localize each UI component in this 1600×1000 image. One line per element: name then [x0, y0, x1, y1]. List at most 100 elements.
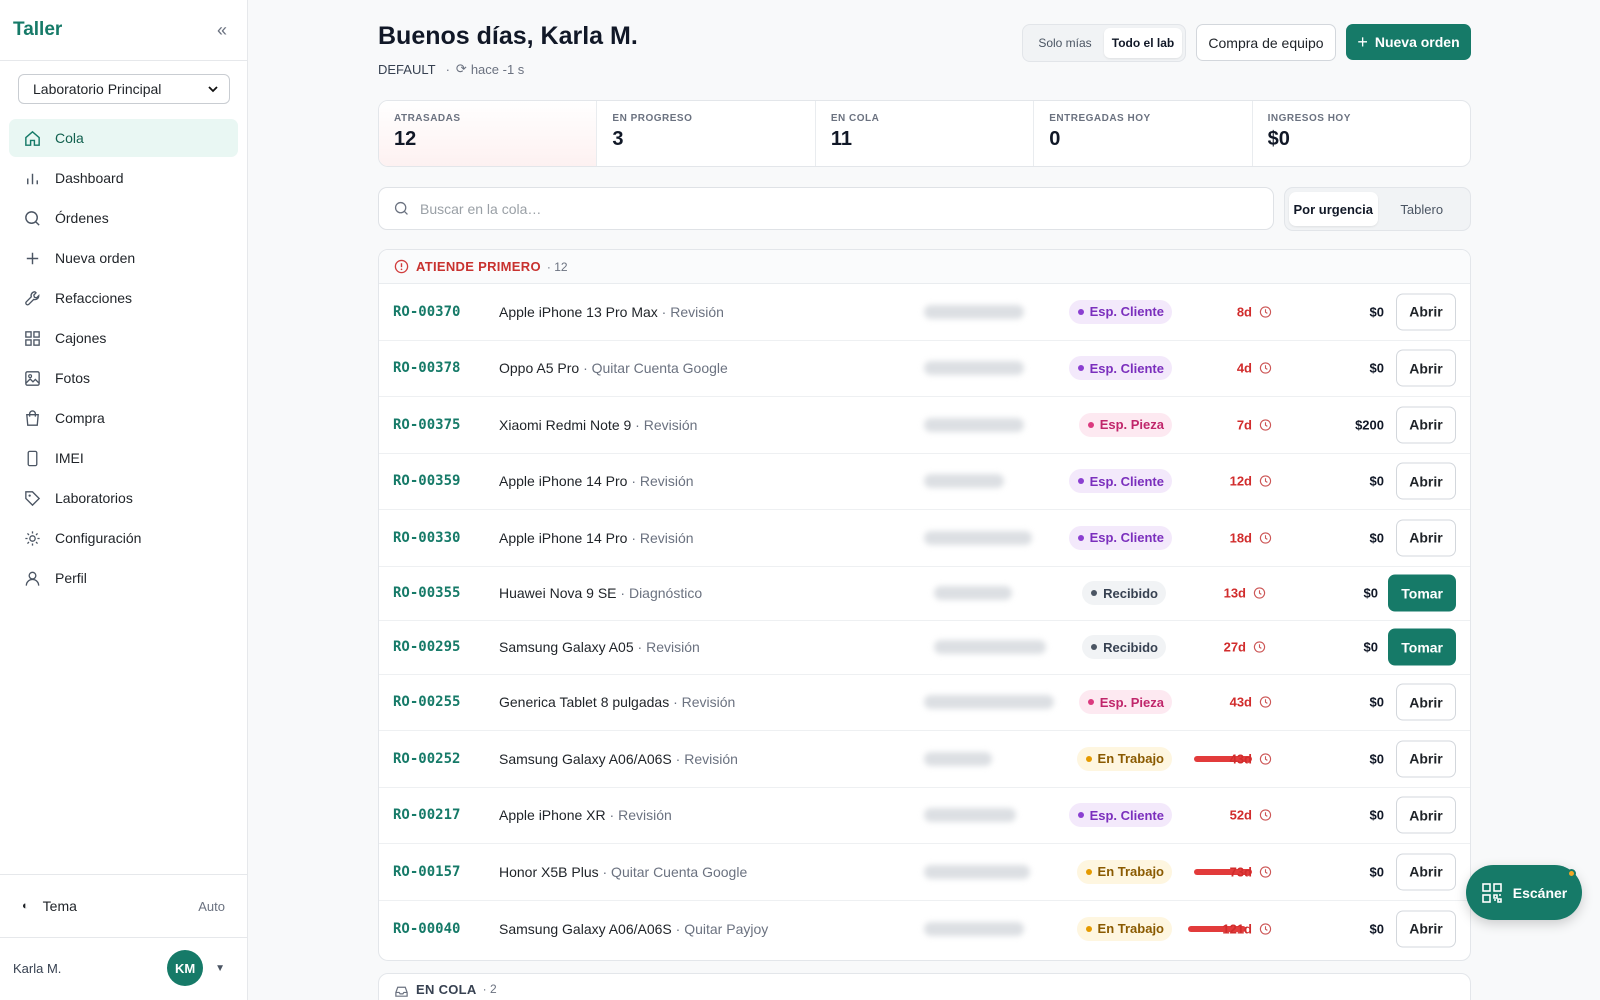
stat-ingresos-hoy[interactable]: INGRESOS HOY $0 — [1253, 101, 1470, 166]
customer-name-redacted — [924, 361, 1024, 376]
service-name: · Quitar Cuenta Google — [602, 863, 748, 880]
device-name: Apple iPhone 14 Pro — [499, 529, 628, 546]
service-name: · Revisión — [609, 807, 672, 824]
open-order-button[interactable]: Abrir — [1396, 853, 1456, 891]
caret-down-icon[interactable]: ▼ — [215, 962, 225, 974]
sidebar-item-nueva-orden[interactable]: Nueva orden — [9, 239, 238, 277]
take-order-button[interactable]: Tomar — [1388, 574, 1456, 612]
sidebar-item-refacciones[interactable]: Refacciones — [9, 279, 238, 317]
sidebar-item-fotos[interactable]: Fotos — [9, 359, 238, 397]
service-name: · Revisión — [631, 529, 694, 546]
order-id-link[interactable]: RO-00370 — [393, 303, 461, 320]
order-id-link[interactable]: RO-00157 — [393, 863, 461, 880]
age-value: 121d — [1222, 921, 1252, 937]
order-id-link[interactable]: RO-00378 — [393, 360, 461, 377]
sidebar-item-laboratorios[interactable]: Laboratorios — [9, 479, 238, 517]
open-order-button[interactable]: Abrir — [1396, 349, 1456, 387]
scanner-button[interactable]: Escáner — [1466, 865, 1582, 920]
scope-option-mine[interactable]: Solo mías — [1038, 36, 1092, 50]
stat-en-cola[interactable]: EN COLA 11 — [816, 101, 1035, 166]
open-order-button[interactable]: Abrir — [1396, 406, 1456, 444]
table-row[interactable]: RO-00295 Samsung Galaxy A05 · Revisión Rec… — [379, 621, 1470, 675]
refresh-icon[interactable]: ⟳ — [455, 61, 467, 76]
sidebar-item-label: IMEI — [55, 450, 84, 466]
theme-toggle[interactable]: ◐ Tema Auto — [0, 874, 247, 938]
sidebar-item-perfil[interactable]: Perfil — [9, 559, 238, 597]
open-order-button[interactable]: Abrir — [1396, 462, 1456, 500]
open-order-button[interactable]: Abrir — [1396, 740, 1456, 778]
table-row[interactable]: RO-00359 Apple iPhone 14 Pro · Revisión Es… — [379, 454, 1470, 510]
age-indicator: 4d — [1237, 361, 1272, 376]
equipment-purchase-button[interactable]: Compra de equipo — [1196, 24, 1336, 61]
age-value: 52d — [1229, 807, 1252, 823]
open-order-button[interactable]: Abrir — [1396, 910, 1456, 948]
sidebar-header: Taller « — [0, 0, 247, 61]
age-value: 43d — [1229, 694, 1252, 710]
order-id-link[interactable]: RO-00252 — [393, 750, 461, 767]
table-row[interactable]: RO-00370 Apple iPhone 13 Pro Max · Revisi… — [379, 284, 1470, 341]
new-order-button[interactable]: + Nueva orden — [1346, 24, 1471, 60]
table-row[interactable]: RO-00330 Apple iPhone 14 Pro · Revisión Es… — [379, 510, 1470, 567]
table-row[interactable]: RO-00378 Oppo A5 Pro · Quitar Cuenta Goog… — [379, 341, 1470, 397]
clock-icon — [1259, 696, 1272, 709]
home-icon — [22, 128, 42, 148]
collapse-sidebar-icon[interactable]: « — [216, 19, 227, 40]
view-option-tablero[interactable]: Tablero — [1400, 201, 1444, 217]
stat-atrasadas[interactable]: ATRASADAS 12 — [379, 101, 598, 166]
order-id-link[interactable]: RO-00255 — [393, 694, 461, 711]
status-badge: Esp. Cliente — [1068, 356, 1172, 381]
device-name: Generica Tablet 8 pulgadas — [499, 694, 670, 711]
lab-select[interactable]: Laboratorio Principal — [18, 74, 230, 104]
theme-value: Auto — [198, 898, 225, 914]
open-order-button[interactable]: Abrir — [1396, 683, 1456, 721]
sidebar-item-cajones[interactable]: Cajones — [9, 319, 238, 357]
open-order-button[interactable]: Abrir — [1396, 293, 1456, 331]
stat-entregadas-hoy[interactable]: ENTREGADAS HOY 0 — [1034, 101, 1253, 166]
table-row[interactable]: RO-00355 Huawei Nova 9 SE · Diagnóstico Re… — [379, 567, 1470, 621]
table-row[interactable]: RO-00040 Samsung Galaxy A06/A06S · Quitar… — [379, 901, 1470, 958]
order-id-link[interactable]: RO-00217 — [393, 807, 461, 824]
last-updated-text: hace -1 s — [470, 61, 525, 77]
order-amount: $0 — [1369, 530, 1384, 546]
order-id-link[interactable]: RO-00375 — [393, 416, 461, 433]
order-id-link[interactable]: RO-00359 — [393, 473, 461, 490]
status-label: Esp. Cliente — [1089, 530, 1164, 546]
sidebar-item-configuracion[interactable]: Configuración — [9, 519, 238, 557]
table-row[interactable]: RO-00255 Generica Tablet 8 pulgadas · Rev… — [379, 675, 1470, 731]
order-id-link[interactable]: RO-00295 — [393, 639, 461, 655]
age-indicator: 27d — [1224, 640, 1266, 655]
order-device: Oppo A5 Pro · Quitar Cuenta Google — [499, 360, 728, 376]
scope-option-all[interactable]: Todo el lab — [1104, 28, 1182, 58]
open-order-button[interactable]: Abrir — [1396, 519, 1456, 557]
customer-name-redacted — [924, 808, 1016, 823]
sidebar-item-label: Nueva orden — [55, 250, 136, 266]
age-value: 43d — [1229, 751, 1252, 767]
order-device: Apple iPhone 14 Pro · Revisión — [499, 473, 694, 489]
order-id-link[interactable]: RO-00355 — [393, 585, 461, 601]
avatar[interactable]: KM — [167, 950, 204, 986]
table-row[interactable]: RO-00157 Honor X5B Plus · Quitar Cuenta G… — [379, 844, 1470, 901]
stat-en-progreso[interactable]: EN PROGRESO 3 — [597, 101, 816, 166]
search-input[interactable] — [420, 200, 1259, 217]
open-order-button[interactable]: Abrir — [1396, 796, 1456, 834]
user-menu[interactable]: Karla M. KM ▼ — [0, 950, 247, 986]
order-id-link[interactable]: RO-00330 — [393, 529, 461, 546]
stat-label: ENTREGADAS HOY — [1049, 113, 1151, 124]
queue-panel-title: EN COLA — [416, 982, 477, 997]
take-order-button[interactable]: Tomar — [1388, 628, 1456, 666]
status-dot — [1077, 534, 1084, 541]
sidebar-item-imei[interactable]: IMEI — [9, 439, 238, 477]
table-row[interactable]: RO-00375 Xiaomi Redmi Note 9 · Revisión Es… — [379, 397, 1470, 454]
sidebar-item-ordenes[interactable]: Órdenes — [9, 199, 238, 237]
order-id-link[interactable]: RO-00040 — [393, 920, 461, 937]
qr-code-icon — [1481, 882, 1503, 904]
table-row[interactable]: RO-00252 Samsung Galaxy A06/A06S · Revisi… — [379, 731, 1470, 788]
sidebar-item-compra[interactable]: Compra — [9, 399, 238, 437]
sidebar-item-cola[interactable]: Cola — [9, 119, 238, 157]
sidebar-item-dashboard[interactable]: Dashboard — [9, 159, 238, 197]
view-option-urgencia[interactable]: Por urgencia — [1289, 192, 1378, 226]
sidebar-item-label: Cajones — [55, 330, 107, 346]
order-device: Honor X5B Plus · Quitar Cuenta Google — [499, 864, 747, 880]
table-row[interactable]: RO-00217 Apple iPhone XR · Revisión Esp. C… — [379, 788, 1470, 844]
sidebar-item-label: Fotos — [55, 370, 91, 386]
